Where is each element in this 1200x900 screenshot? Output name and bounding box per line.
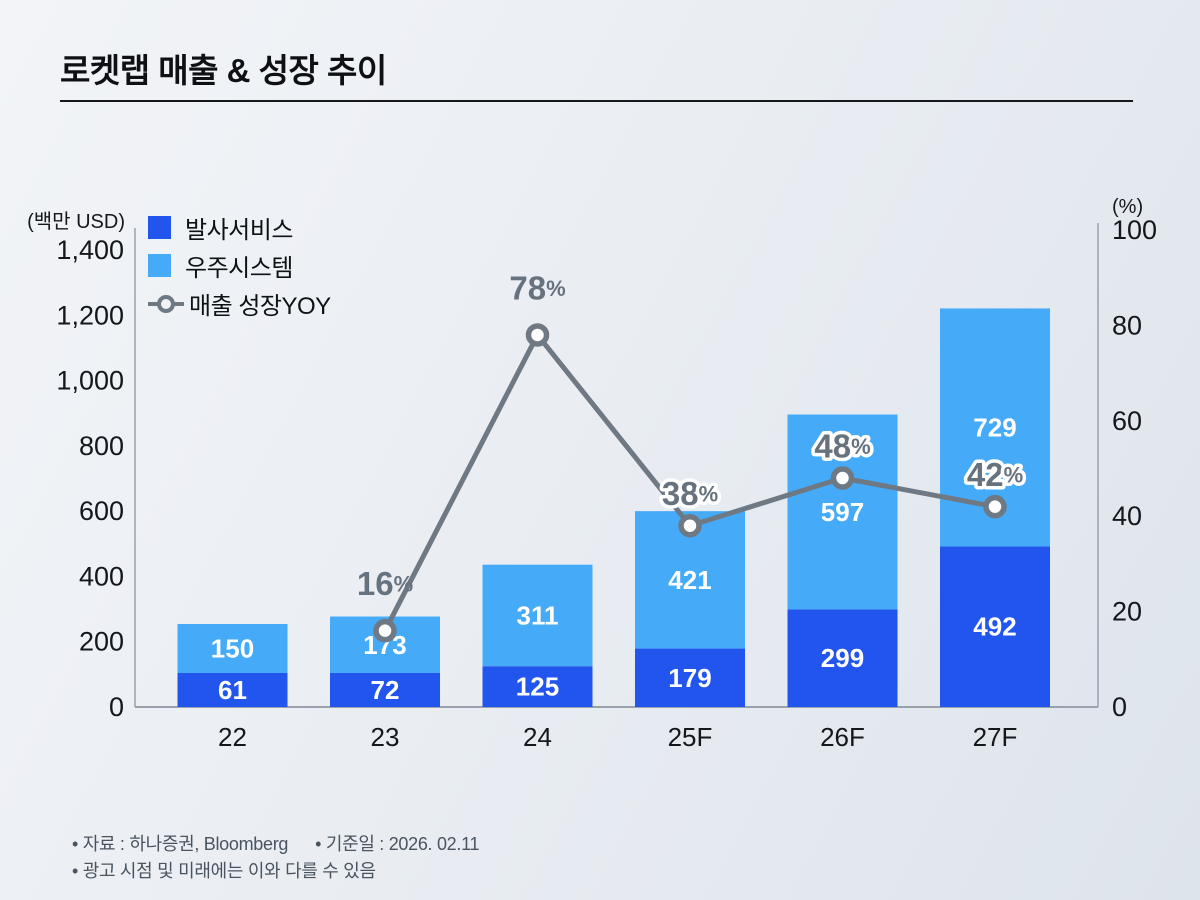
bar-segment-space-24 (482, 564, 593, 667)
x-axis-label: 26F (820, 722, 865, 752)
yoy-percent-label: 78% (509, 269, 565, 306)
bar-segment-launch-27F (940, 546, 1050, 707)
left-axis-unit-label: (백만 USD) (27, 211, 125, 233)
chart-legend: 발사서비스 우주시스템 매출 성장YOY (148, 213, 331, 320)
bar-segment-launch-23 (330, 673, 440, 707)
y-axis-tick-left: 800 (79, 431, 124, 461)
yoy-marker (373, 618, 397, 643)
legend-item-yoy-growth: 매출 성장YOY (148, 289, 331, 320)
x-axis-label: 25F (668, 722, 713, 752)
y-axis-tick-left: 400 (79, 561, 124, 591)
y-axis-tick-right: 0 (1112, 692, 1127, 722)
bar-value-label: 729 (973, 412, 1016, 442)
y-axis-tick-left: 1,200 (56, 300, 124, 330)
y-axis-tick-right: 80 (1112, 310, 1142, 340)
yoy-marker (830, 466, 855, 490)
x-axis-label: 23 (371, 722, 400, 752)
bar-value-label: 150 (211, 634, 254, 664)
bar-segment-launch-22 (177, 673, 288, 707)
legend-label: 우주시스템 (185, 255, 293, 282)
bar-value-label: 311 (517, 600, 559, 630)
legend-item-space-systems: 우주시스템 (148, 251, 331, 282)
bar-segment-launch-24 (482, 666, 593, 707)
launch-services-swatch-icon (148, 216, 171, 239)
y-axis-tick-left: 600 (79, 496, 124, 526)
x-axis-label: 24 (523, 722, 552, 752)
bar-value-label: 299 (821, 643, 864, 673)
yoy-percent-label: 16% (357, 565, 413, 602)
bar-value-label: 492 (973, 612, 1016, 642)
y-axis-tick-left: 0 (109, 692, 124, 722)
y-axis-tick-left: 200 (79, 627, 124, 657)
space-systems-swatch-icon (148, 254, 171, 277)
legend-label: 매출 성장YOY (189, 293, 331, 320)
yoy-marker (525, 323, 550, 347)
bar-value-label: 61 (218, 675, 247, 705)
y-axis-tick-left: 1,000 (56, 366, 124, 396)
legend-item-launch-services: 발사서비스 (148, 213, 331, 244)
y-axis-tick-right: 20 (1112, 597, 1142, 627)
yoy-marker (983, 494, 1007, 519)
right-axis-unit-label: (%) (1112, 196, 1144, 218)
bar-segment-launch-25F (635, 648, 745, 707)
y-axis-tick-right: 100 (1112, 215, 1157, 245)
source-note: • 자료 : 하나증권, Bloomberg (72, 834, 289, 854)
y-axis-tick-right: 40 (1112, 501, 1142, 531)
y-axis-tick-right: 60 (1112, 406, 1142, 436)
bar-value-label: 179 (668, 663, 711, 693)
yoy-line-marker-icon (148, 294, 184, 313)
bar-segment-space-26F (787, 414, 898, 610)
bar-value-label: 421 (668, 565, 711, 595)
title-divider (60, 100, 1133, 102)
yoy-marker (678, 513, 702, 538)
footnotes: • 자료 : 하나증권, Bloomberg • 기준일 : 2026. 02.… (72, 831, 479, 885)
asof-note: • 기준일 : 2026. 02.11 (315, 834, 480, 854)
bar-value-label: 125 (516, 672, 559, 702)
bar-segment-launch-26F (787, 609, 898, 707)
y-axis-tick-left: 1,400 (56, 235, 124, 265)
bar-value-label: 597 (821, 497, 864, 527)
x-axis-label: 27F (973, 722, 1018, 752)
page-title: 로켓랩 매출 & 성장 추이 (60, 52, 387, 89)
disclaimer-note: • 광고 시점 및 미래에는 이와 다를 수 있음 (72, 861, 376, 881)
bar-segment-space-22 (177, 624, 288, 673)
yoy-percent-label: 38% (662, 475, 718, 512)
legend-label: 발사서비스 (185, 217, 293, 244)
bar-value-label: 72 (371, 675, 400, 705)
x-axis-label: 22 (218, 722, 247, 752)
